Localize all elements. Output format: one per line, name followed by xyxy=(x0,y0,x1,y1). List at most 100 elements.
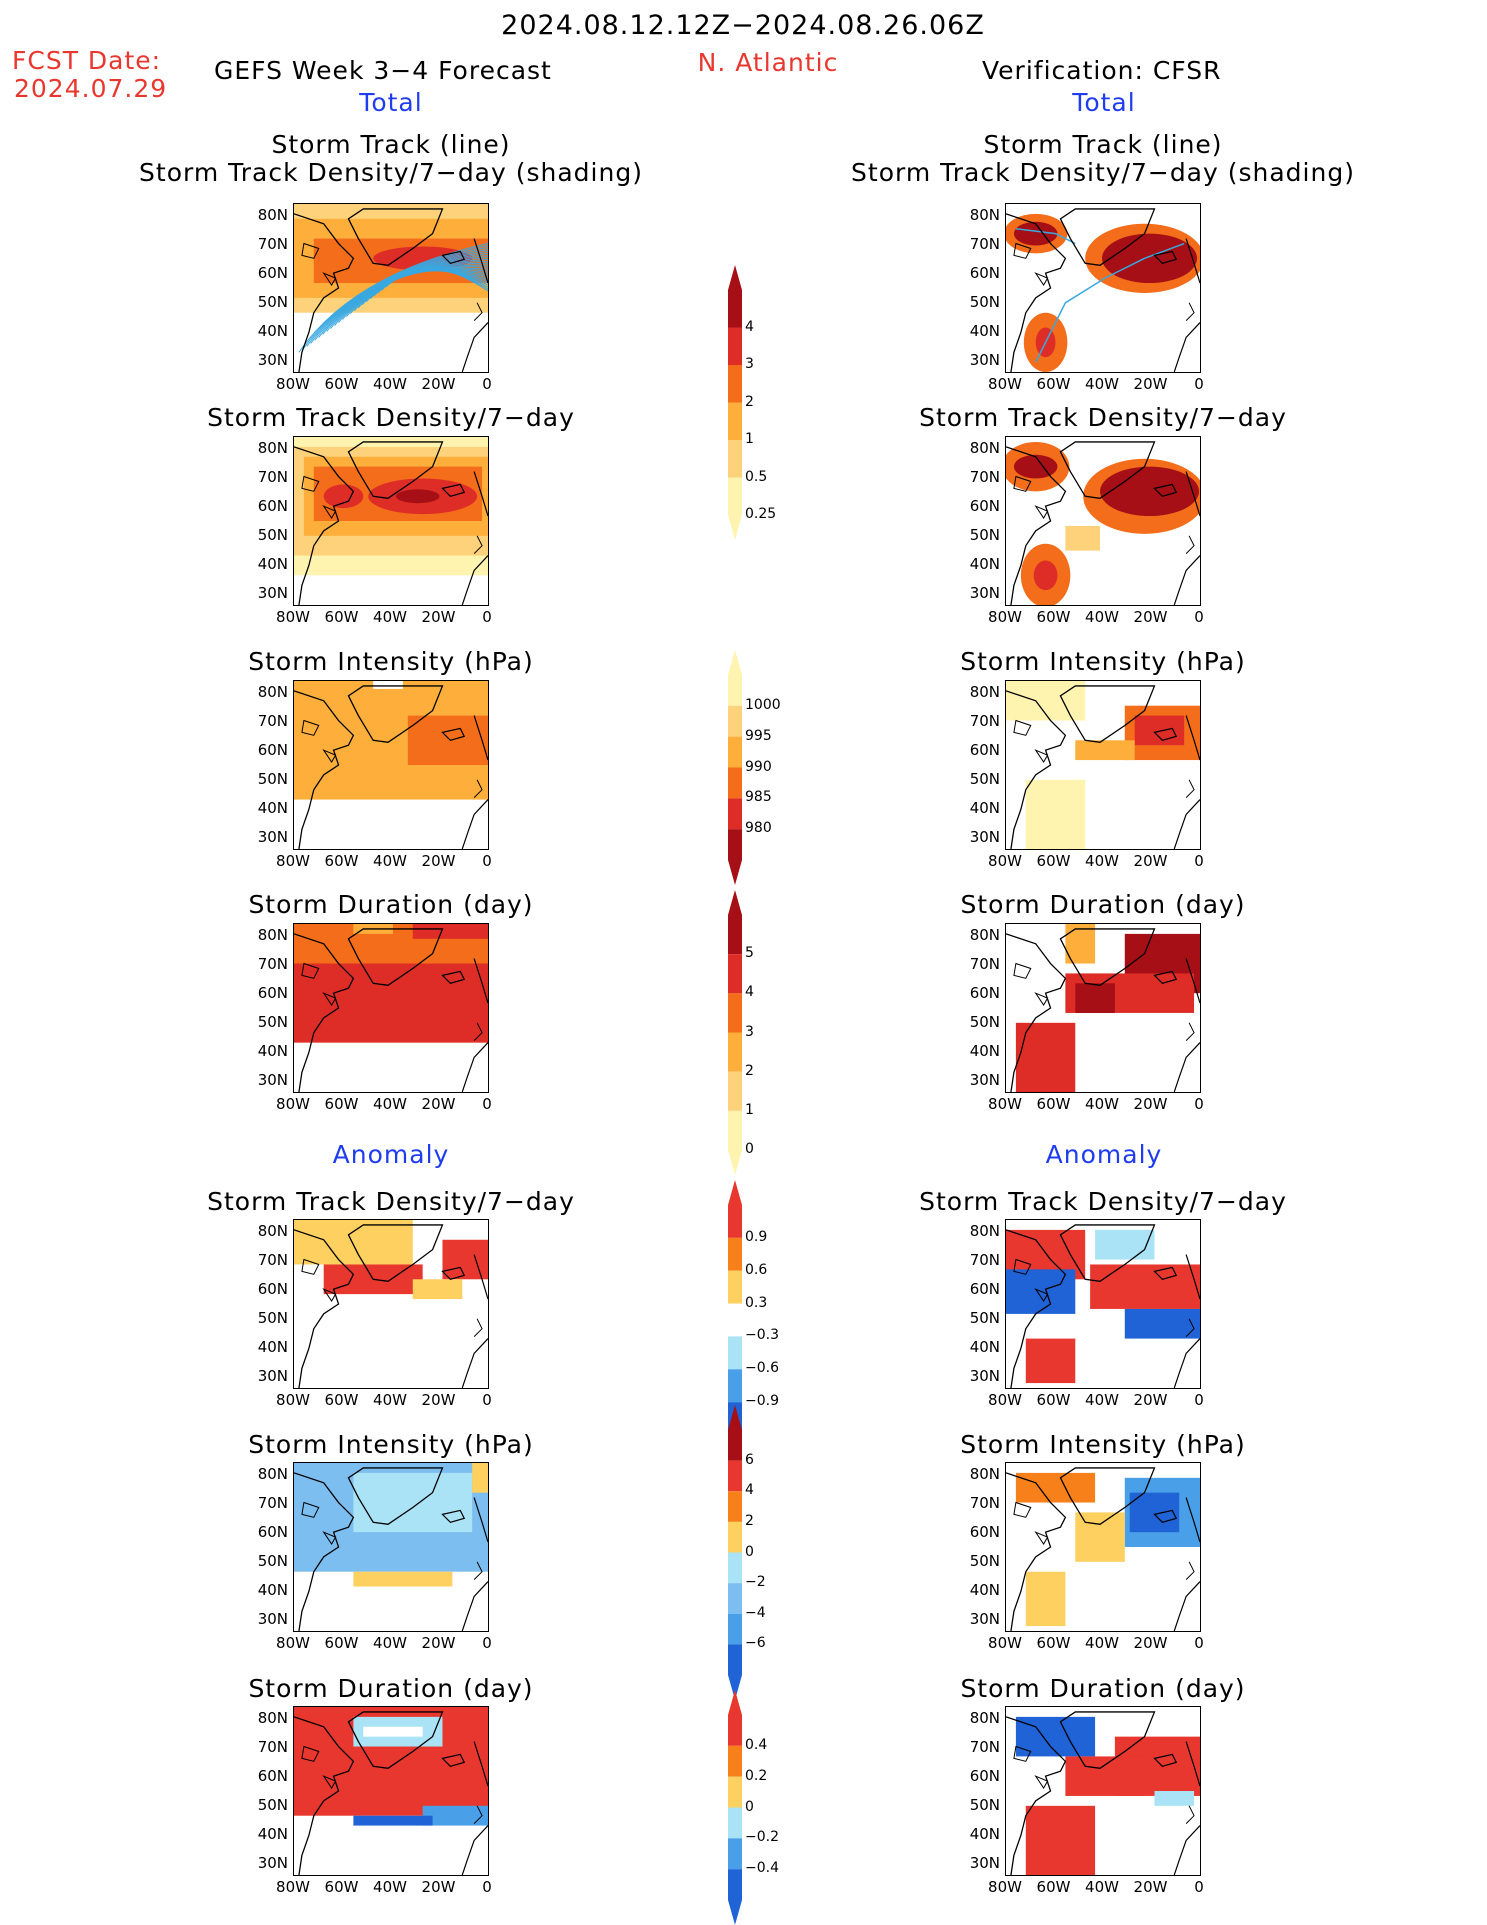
lat-label: 60N xyxy=(969,264,1000,282)
colorbar-label: 3 xyxy=(745,1023,754,1040)
lon-label: 20W xyxy=(421,1878,456,1896)
colorbar-label: 0.9 xyxy=(745,1228,768,1245)
lat-label: 30N xyxy=(257,1071,288,1089)
lon-label: 40W xyxy=(373,1095,407,1113)
lat-label: 60N xyxy=(257,264,288,282)
lat-label: 50N xyxy=(969,1013,1000,1031)
colorbar-label: 0.5 xyxy=(745,468,768,485)
lat-label: 60N xyxy=(257,497,288,515)
colorbar-label: 4 xyxy=(745,984,754,1001)
colorbar-0 xyxy=(728,265,742,540)
lat-label: 50N xyxy=(257,770,288,788)
lon-label: 0 xyxy=(482,375,492,393)
lon-label: 20W xyxy=(1133,1095,1168,1113)
lat-label: 50N xyxy=(257,1552,288,1570)
lat-label: 60N xyxy=(257,984,288,1002)
lat-label: 40N xyxy=(257,1581,288,1599)
colorbar-label: 1000 xyxy=(745,696,781,713)
lat-label: 60N xyxy=(257,1280,288,1298)
lon-label: 0 xyxy=(482,1095,492,1113)
colorbar-1 xyxy=(728,650,742,885)
lat-label: 80N xyxy=(257,1709,288,1727)
colorbar-label: −4 xyxy=(745,1604,766,1621)
lat-label: 30N xyxy=(257,584,288,602)
lat-label: 60N xyxy=(969,1767,1000,1785)
lon-label: 0 xyxy=(1194,852,1204,870)
lat-label: 50N xyxy=(969,1796,1000,1814)
panel-title: Storm Duration (day) xyxy=(960,1674,1246,1703)
lat-label: 70N xyxy=(969,235,1000,253)
lat-label: 60N xyxy=(969,741,1000,759)
lat-label: 60N xyxy=(257,741,288,759)
lat-label: 50N xyxy=(969,770,1000,788)
lat-label: 70N xyxy=(969,468,1000,486)
colorbar-label: −6 xyxy=(745,1635,766,1652)
lon-label: 20W xyxy=(1133,1391,1168,1409)
forecast-map-0 xyxy=(293,203,489,373)
lat-label: 80N xyxy=(257,926,288,944)
lon-label: 80W xyxy=(276,1878,310,1896)
lon-label: 60W xyxy=(1036,852,1071,870)
lon-label: 40W xyxy=(373,1878,407,1896)
colorbar-4 xyxy=(728,1405,742,1700)
lat-label: 50N xyxy=(969,526,1000,544)
lon-label: 20W xyxy=(421,608,456,626)
lon-label: 20W xyxy=(1133,852,1168,870)
lat-label: 50N xyxy=(257,293,288,311)
forecast-map-6 xyxy=(293,1706,489,1876)
verification-map-1 xyxy=(1005,436,1201,606)
verification-map-5 xyxy=(1005,1462,1201,1632)
panel-title: Storm Track Density/7−day xyxy=(919,403,1287,432)
lat-label: 70N xyxy=(969,1494,1000,1512)
lon-label: 60W xyxy=(1036,1095,1071,1113)
colorbar-label: 5 xyxy=(745,945,754,962)
lat-label: 40N xyxy=(969,1581,1000,1599)
lon-label: 80W xyxy=(276,1391,310,1409)
lat-label: 60N xyxy=(969,1523,1000,1541)
lat-label: 80N xyxy=(257,1465,288,1483)
forecast-title: GEFS Week 3−4 Forecast xyxy=(214,56,552,85)
lon-label: 60W xyxy=(1036,608,1071,626)
verification-map-2 xyxy=(1005,680,1201,850)
colorbar-label: 995 xyxy=(745,727,772,744)
colorbar-label: 3 xyxy=(745,356,754,372)
lat-label: 80N xyxy=(257,683,288,701)
colorbar-label: 0.6 xyxy=(745,1261,768,1278)
lon-label: 40W xyxy=(373,1391,407,1409)
lat-label: 30N xyxy=(969,1071,1000,1089)
lon-label: 40W xyxy=(1085,1634,1119,1652)
lat-label: 40N xyxy=(969,1338,1000,1356)
lon-label: 20W xyxy=(421,375,456,393)
lon-label: 0 xyxy=(1194,1634,1204,1652)
lat-label: 30N xyxy=(257,1854,288,1872)
lon-label: 20W xyxy=(421,852,456,870)
lat-label: 40N xyxy=(969,555,1000,573)
total-label-left: Total xyxy=(359,88,423,117)
lat-label: 80N xyxy=(969,206,1000,224)
lon-label: 40W xyxy=(1085,1095,1119,1113)
verification-label: Verification: CFSR xyxy=(982,56,1222,85)
colorbar-label: 0.3 xyxy=(745,1294,768,1311)
lon-label: 80W xyxy=(988,1634,1022,1652)
colorbar-label: −2 xyxy=(745,1574,766,1591)
lon-label: 60W xyxy=(1036,1878,1071,1896)
lat-label: 30N xyxy=(257,828,288,846)
colorbar-label: −0.6 xyxy=(745,1360,779,1377)
lon-label: 60W xyxy=(324,608,359,626)
panel-title: Storm Track Density/7−day xyxy=(207,1187,575,1216)
lon-label: 20W xyxy=(1133,1878,1168,1896)
lat-label: 80N xyxy=(969,439,1000,457)
lat-label: 70N xyxy=(969,712,1000,730)
panel-title: Storm Track (line) xyxy=(983,130,1223,159)
lat-label: 40N xyxy=(969,1042,1000,1060)
lat-label: 80N xyxy=(969,926,1000,944)
panel-title: Storm Intensity (hPa) xyxy=(960,647,1246,676)
lat-label: 70N xyxy=(257,468,288,486)
lat-label: 50N xyxy=(257,526,288,544)
panel-title: Storm Duration (day) xyxy=(248,1674,534,1703)
lon-label: 0 xyxy=(482,608,492,626)
lat-label: 40N xyxy=(257,322,288,340)
lat-label: 70N xyxy=(969,1251,1000,1269)
colorbar-label: 0.25 xyxy=(745,506,777,522)
verification-map-4 xyxy=(1005,1219,1201,1389)
